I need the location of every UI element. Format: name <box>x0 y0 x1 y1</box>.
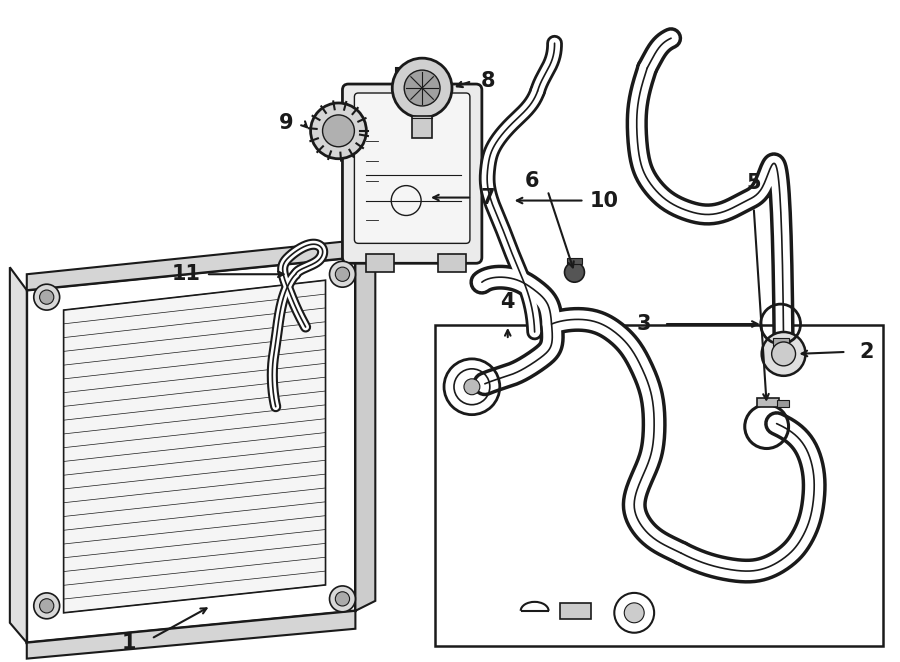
Text: 5: 5 <box>746 173 761 193</box>
Bar <box>438 254 466 272</box>
Polygon shape <box>27 240 356 290</box>
Bar <box>777 400 788 406</box>
Bar <box>396 68 434 90</box>
Polygon shape <box>27 611 356 659</box>
Bar <box>772 338 788 346</box>
Text: 7: 7 <box>481 187 495 208</box>
Bar <box>412 116 432 138</box>
Bar <box>366 254 394 272</box>
Text: 11: 11 <box>172 264 201 284</box>
Circle shape <box>761 332 806 376</box>
Circle shape <box>34 593 59 619</box>
Circle shape <box>464 379 480 395</box>
Bar <box>757 398 778 406</box>
FancyBboxPatch shape <box>355 93 470 244</box>
Polygon shape <box>560 603 591 619</box>
Circle shape <box>336 592 349 606</box>
Circle shape <box>404 70 440 106</box>
Circle shape <box>322 115 355 147</box>
Circle shape <box>336 267 349 281</box>
Text: 9: 9 <box>278 113 293 133</box>
Circle shape <box>771 342 796 366</box>
Polygon shape <box>10 267 27 643</box>
Text: 10: 10 <box>590 191 619 211</box>
Text: 2: 2 <box>859 342 874 362</box>
Text: 6: 6 <box>525 171 539 191</box>
Text: 3: 3 <box>637 314 652 334</box>
Circle shape <box>34 284 59 310</box>
Circle shape <box>625 603 644 623</box>
Circle shape <box>310 103 366 159</box>
Text: 4: 4 <box>500 292 515 312</box>
Bar <box>435 325 883 645</box>
Polygon shape <box>356 250 375 611</box>
Bar <box>566 258 582 264</box>
Circle shape <box>329 261 356 287</box>
FancyBboxPatch shape <box>343 84 482 263</box>
Circle shape <box>329 586 356 612</box>
Circle shape <box>564 262 584 282</box>
Text: 1: 1 <box>122 633 137 653</box>
Polygon shape <box>64 280 326 613</box>
Circle shape <box>40 290 54 305</box>
Circle shape <box>40 598 54 613</box>
Text: 8: 8 <box>481 71 495 91</box>
Circle shape <box>392 58 452 118</box>
